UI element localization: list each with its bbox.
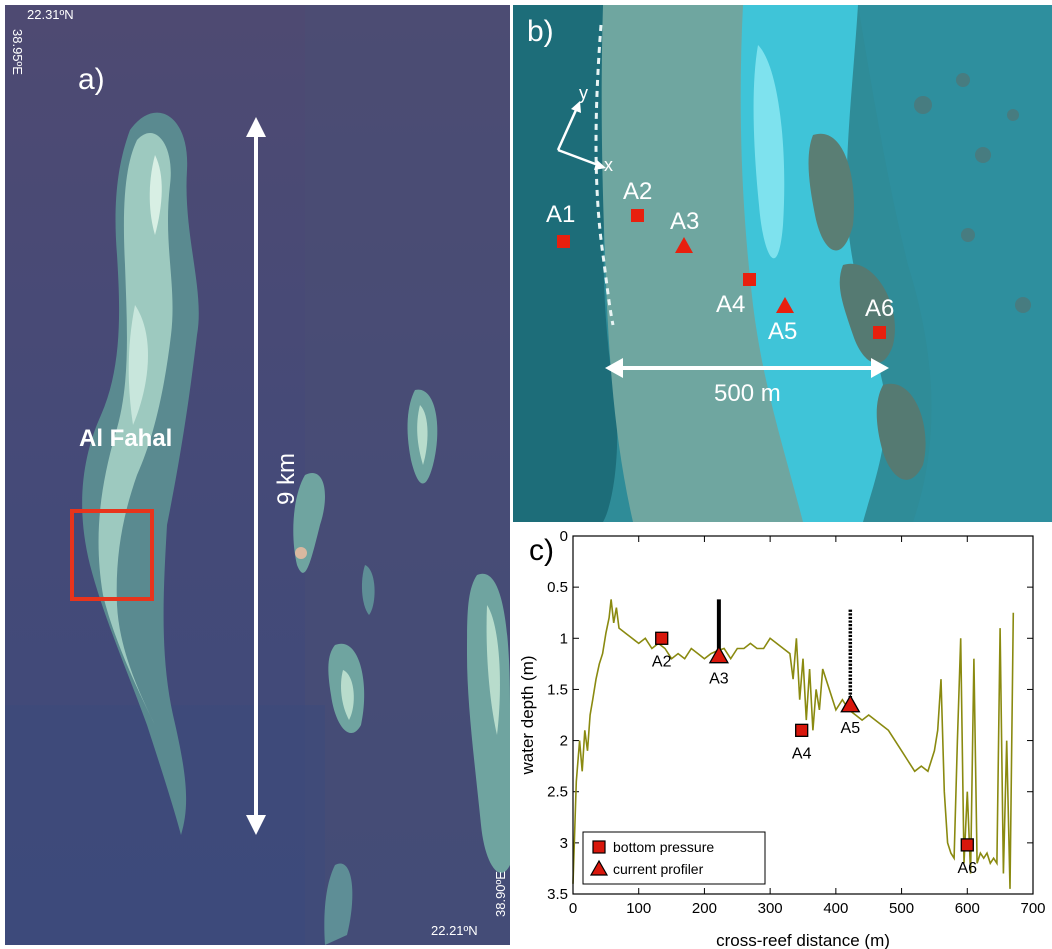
station-label-A2: A2 [652, 653, 672, 670]
x-tick-label: 700 [1020, 900, 1045, 917]
legend-bottom-pressure: bottom pressure [613, 839, 714, 855]
station-marker-A2 [655, 631, 669, 645]
panel-b-detail-map: b) y x A1 A2 A3 A4 A5 A6 500 m [513, 5, 1052, 522]
y-tick-label: 3 [560, 835, 568, 852]
legend-square-icon [592, 840, 606, 854]
marker-A4 [743, 273, 756, 286]
scale-label-500m: 500 m [714, 380, 781, 407]
station-marker-A6 [960, 838, 974, 852]
y-tick-label: 0.5 [547, 579, 568, 596]
x-tick-label: 300 [758, 900, 783, 917]
station-marker-A3 [708, 645, 729, 664]
marker-A3 [675, 237, 693, 253]
panel-b-imagery [513, 5, 1052, 522]
x-tick-label: 600 [955, 900, 980, 917]
station-label-A3: A3 [670, 208, 700, 235]
station-label-A3: A3 [709, 671, 729, 688]
station-label-A6: A6 [865, 295, 895, 322]
plot-frame [572, 535, 1034, 895]
axis-y-label: y [579, 83, 588, 103]
y-tick-label: 2.5 [547, 784, 568, 801]
x-tick-label: 100 [626, 900, 651, 917]
x-tick-label: 200 [692, 900, 717, 917]
chart-legend: bottom pressure current profiler [582, 831, 766, 885]
station-label-A5: A5 [841, 720, 861, 737]
reef-name-label: Al Fahal [79, 425, 173, 452]
x-tick-label: 500 [889, 900, 914, 917]
station-label-A6: A6 [957, 860, 977, 877]
x-axis-label: cross-reef distance (m) [716, 931, 890, 949]
y-tick-label: 0 [560, 528, 568, 545]
panel-a-satellite-map: 22.31ºN 38.95ºE 22.21ºN 38.90ºE a) Al Fa… [5, 5, 510, 945]
study-area-box [70, 509, 154, 601]
panel-b-letter: b) [527, 15, 554, 48]
y-tick-label: 2 [560, 733, 568, 750]
y-tick-label: 1 [560, 630, 568, 647]
axis-x-label: x [604, 155, 613, 175]
station-label-A2: A2 [623, 178, 653, 205]
scale-label-9km: 9 km [273, 452, 300, 505]
station-marker-A5 [840, 694, 861, 713]
scale-arrow-500m [605, 358, 889, 378]
y-tick-label: 3.5 [547, 886, 568, 903]
coord-top-lon: 38.95ºE [10, 29, 25, 75]
station-marker-A4 [795, 723, 809, 737]
station-label-A1: A1 [546, 201, 576, 228]
scale-arrow-9km [246, 117, 266, 835]
depth-profile-line [572, 599, 1015, 889]
panel-a-letter: a) [78, 63, 105, 96]
marker-A6 [873, 326, 886, 339]
station-label-A5: A5 [768, 318, 798, 345]
marker-A2 [631, 209, 644, 222]
panel-c-depth-chart: 0 100 200 300 400 500 600 700 0 0.5 1 1.5 2 2.5 3 3.5 A… [513, 522, 1052, 949]
marker-A1 [557, 235, 570, 248]
station-label-A4: A4 [792, 745, 812, 762]
panel-a-imagery [5, 5, 510, 945]
depth-profile-chart: 0 100 200 300 400 500 600 700 0 0.5 1 1.5 2 2.5 3 3.5 A… [518, 528, 1046, 949]
coord-top-lat: 22.31ºN [27, 7, 74, 22]
y-tick-label: 1.5 [547, 681, 568, 698]
legend-triangle-icon [589, 859, 609, 876]
legend-box [582, 831, 766, 885]
y-axis-label: water depth (m) [518, 655, 537, 775]
station-label-A4: A4 [716, 291, 746, 318]
legend-current-profiler: current profiler [613, 861, 704, 877]
axes-indicator [556, 101, 606, 170]
coord-bottom-lat: 22.21ºN [431, 923, 478, 938]
x-tick-label: 0 [569, 900, 577, 917]
marker-A5 [776, 297, 794, 313]
coord-bottom-lon: 38.90ºE [493, 871, 508, 917]
x-tick-label: 400 [823, 900, 848, 917]
panel-c-letter: c) [529, 534, 554, 567]
